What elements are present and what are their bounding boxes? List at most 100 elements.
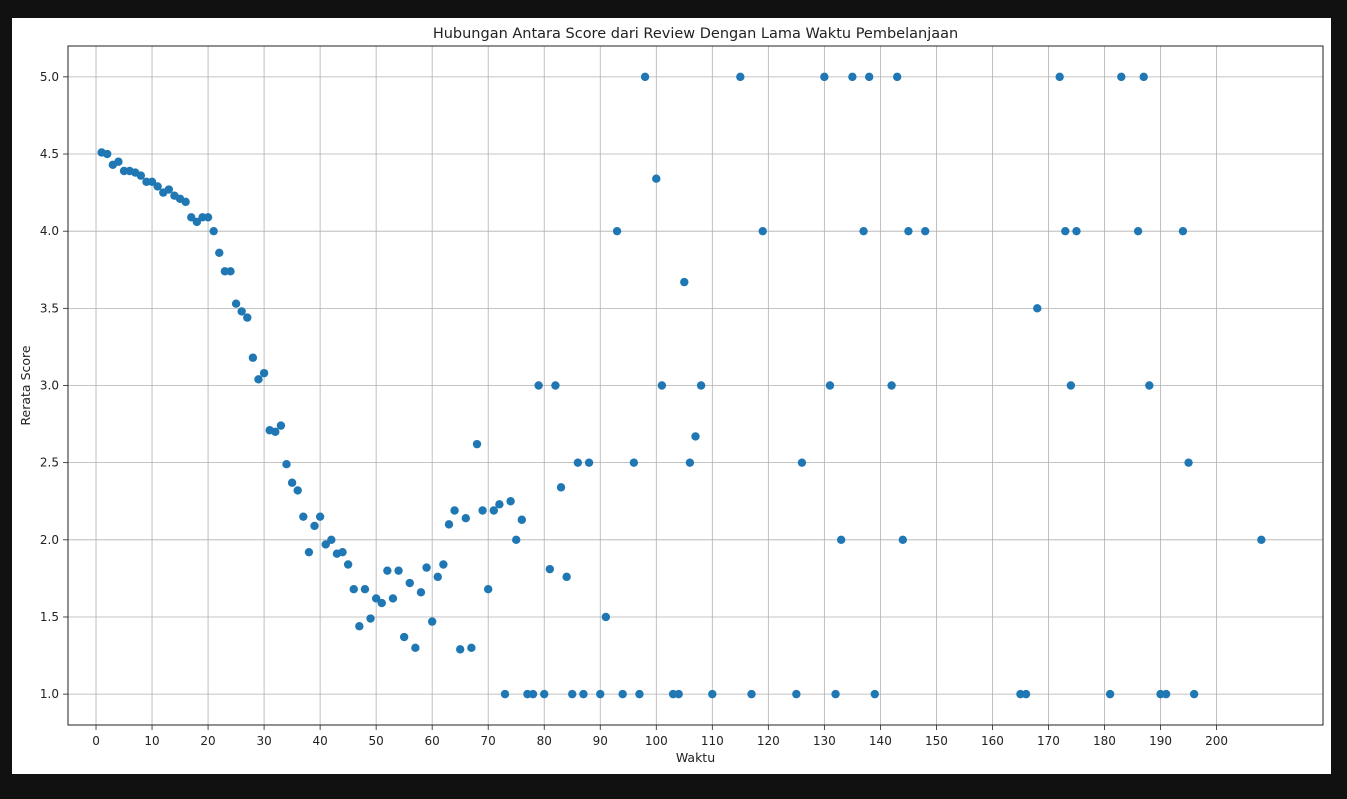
data-point <box>484 585 493 594</box>
data-point <box>455 645 465 654</box>
data-point <box>248 353 258 362</box>
data-point <box>181 197 190 207</box>
data-point <box>355 622 364 631</box>
chart-title: Hubungan Antara Score dari Review Dengan… <box>433 26 958 42</box>
data-point <box>136 171 146 180</box>
data-point <box>825 381 835 390</box>
y-tick-label: 2.0 <box>40 533 59 547</box>
data-point <box>1189 689 1199 699</box>
data-point <box>231 299 241 308</box>
data-point <box>870 689 879 699</box>
data-point <box>792 689 801 699</box>
data-point <box>1055 72 1064 82</box>
x-tick-label: 10 <box>144 734 159 748</box>
x-tick-label: 0 <box>92 734 100 748</box>
grid-lines <box>68 46 1323 725</box>
data-point <box>489 506 499 515</box>
data-point <box>652 174 661 183</box>
y-tick-label: 3.5 <box>40 301 59 315</box>
y-tick-label: 1.0 <box>40 687 59 701</box>
data-point <box>573 458 583 467</box>
data-point <box>164 185 174 194</box>
data-point <box>153 182 162 191</box>
data-points <box>97 72 1266 699</box>
data-point <box>388 594 398 603</box>
data-point <box>226 267 235 276</box>
data-point <box>1105 689 1115 699</box>
x-axis-title: Waktu <box>676 750 715 765</box>
data-point <box>450 506 459 515</box>
data-point <box>1178 226 1188 236</box>
data-point <box>904 226 913 236</box>
data-point <box>287 478 297 487</box>
data-point <box>758 226 767 236</box>
data-point <box>203 213 213 222</box>
x-tick-label: 70 <box>481 734 496 748</box>
x-tick-label: 80 <box>537 734 552 748</box>
data-point <box>747 689 756 699</box>
data-point <box>1061 226 1070 236</box>
data-point <box>1257 535 1266 545</box>
data-point <box>657 381 667 390</box>
data-point <box>327 535 336 545</box>
data-point <box>271 427 280 436</box>
data-point <box>859 226 868 236</box>
data-point <box>1066 381 1076 390</box>
data-point <box>209 226 218 236</box>
data-point <box>540 689 549 699</box>
y-tick-label: 2.5 <box>40 456 59 470</box>
x-tick-label: 130 <box>813 734 836 748</box>
data-point <box>215 248 224 257</box>
x-tick-label: 150 <box>925 734 948 748</box>
data-point <box>898 535 907 545</box>
data-point <box>321 540 330 549</box>
data-point <box>439 560 448 569</box>
data-point <box>696 381 706 390</box>
data-point <box>310 521 319 531</box>
data-point <box>680 277 689 287</box>
x-tick-label: 160 <box>981 734 1004 748</box>
axes-frame <box>67 45 1324 726</box>
data-point <box>304 547 314 557</box>
data-point <box>366 614 375 623</box>
x-tick-label: 90 <box>593 734 608 748</box>
data-point <box>1184 458 1193 467</box>
data-point <box>1033 304 1042 313</box>
data-point <box>892 72 902 82</box>
x-tick-label: 50 <box>369 734 384 748</box>
data-point <box>349 585 358 594</box>
data-point <box>187 213 196 222</box>
data-point <box>444 520 454 529</box>
data-point <box>299 512 308 521</box>
data-point <box>685 458 695 467</box>
data-point <box>237 307 246 316</box>
x-tick-label: 170 <box>1037 734 1060 748</box>
data-point <box>596 689 605 699</box>
data-point <box>500 689 510 699</box>
data-point <box>674 689 683 699</box>
data-point <box>629 458 639 467</box>
data-point <box>114 157 123 166</box>
data-point <box>315 512 325 521</box>
x-tick-label: 200 <box>1205 734 1228 748</box>
data-point <box>831 689 840 699</box>
data-point <box>579 689 588 699</box>
data-point <box>383 566 392 575</box>
data-point <box>371 594 381 603</box>
data-point <box>887 381 896 390</box>
data-point <box>1072 226 1081 236</box>
data-point <box>472 439 482 449</box>
y-tick-label: 4.0 <box>40 224 59 238</box>
data-point <box>1021 689 1031 699</box>
data-point <box>259 368 269 378</box>
data-point <box>147 177 157 186</box>
scatter-chart: 0 10 20 30 40 50 60 70 80 90 100 110 120 130 140 150 160… <box>18 26 1324 765</box>
data-point <box>797 458 807 467</box>
data-point <box>1145 381 1154 390</box>
data-point <box>736 72 745 82</box>
data-point <box>422 563 431 572</box>
data-point <box>495 500 504 509</box>
data-point <box>1117 72 1126 82</box>
data-point <box>584 458 594 467</box>
chart-figure: 0 10 20 30 40 50 60 70 80 90 100 110 120 130 140 150 160… <box>12 18 1331 774</box>
